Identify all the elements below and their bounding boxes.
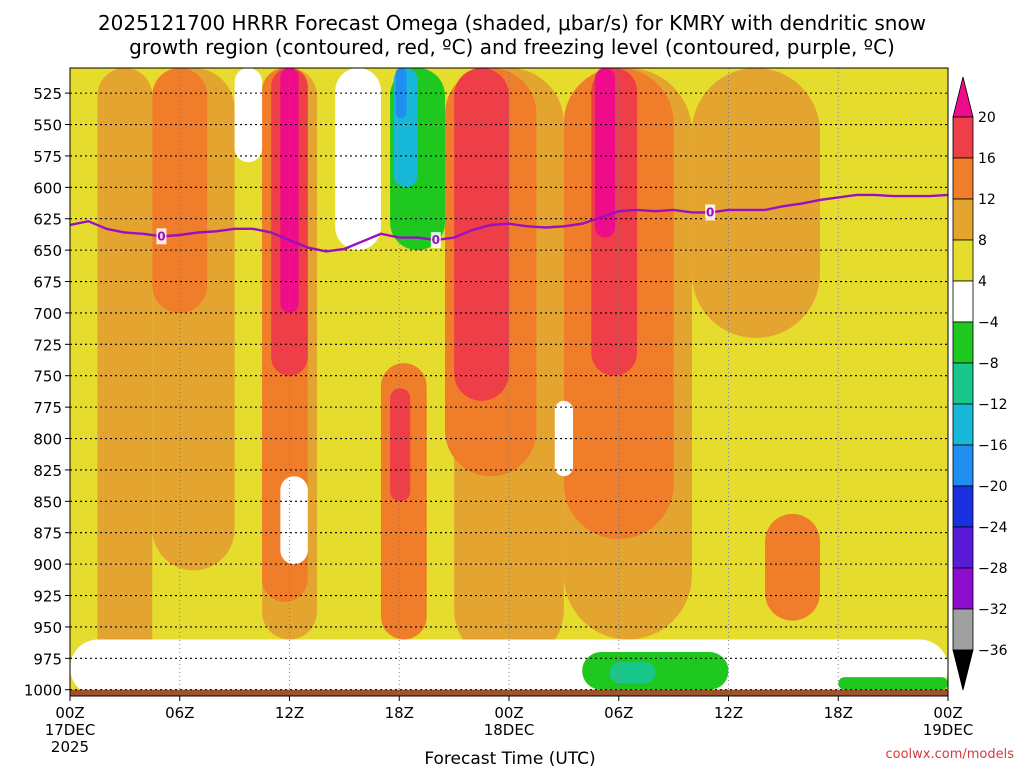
colorbar-label-8: −16	[978, 438, 1008, 454]
x-tick-label-6: 06Z	[165, 704, 194, 722]
y-tick-label-725: 725	[33, 336, 62, 354]
colorbar-bottom-arrow	[952, 649, 974, 691]
colorbar-segment-3	[952, 239, 974, 282]
y-tick-label-650: 650	[33, 242, 62, 260]
x-tick-label-48: 00Z	[933, 704, 962, 722]
colorbar-segment-7	[952, 403, 974, 446]
x-tick-label-12: 12Z	[275, 704, 304, 722]
colorbar-segment-9	[952, 485, 974, 528]
chart-title-line-2: growth region (contoured, red, ºC) and f…	[129, 35, 895, 59]
colorbar-segment-5	[952, 321, 974, 364]
gridlines	[70, 68, 948, 696]
y-tick-label-925: 925	[33, 588, 62, 606]
y-tick-label-550: 550	[33, 117, 62, 135]
colorbar-label-6: −8	[978, 356, 999, 372]
y-tick-label-600: 600	[33, 179, 62, 197]
colorbar-segment-11	[952, 567, 974, 610]
colorbar-segment-12	[952, 608, 974, 651]
x-tick-date-24: 18DEC	[484, 721, 535, 739]
x-tick-label-0: 00Z	[55, 704, 84, 722]
x-tick-year-0: 2025	[51, 738, 89, 756]
x-axis-label: Forecast Time (UTC)	[424, 749, 595, 768]
colorbar-label-9: −20	[978, 479, 1008, 495]
omega-region-warm-band-f	[691, 68, 820, 339]
colorbar-top-arrow	[952, 76, 974, 118]
colorbar: 20 16 12 8 4 −4 −8 −12 −16 −20 −24 −28 −32 −36	[952, 76, 1008, 691]
colorbar-segment-6	[952, 362, 974, 405]
freezing-level-label-2: 0	[706, 205, 714, 219]
colorbar-label-10: −24	[978, 520, 1008, 536]
colorbar-segment-1	[952, 157, 974, 200]
x-tick-label-42: 18Z	[824, 704, 853, 722]
omega-region-surface-cyan	[609, 662, 656, 684]
colorbar-label-13: −36	[978, 643, 1008, 659]
y-tick-label-575: 575	[33, 148, 62, 166]
y-tick-label-900: 900	[33, 556, 62, 574]
freezing-label-bg-2	[705, 204, 716, 221]
freezing-level-line	[70, 193, 948, 253]
omega-region-red-core-2	[390, 388, 411, 502]
y-tick-label-775: 775	[33, 399, 62, 417]
colorbar-label-5: −4	[978, 315, 999, 331]
freezing-level-contour: 0 0 0	[70, 193, 948, 253]
colorbar-label-1: 16	[978, 151, 996, 167]
omega-region-surface-green-east	[838, 677, 948, 690]
colorbar-label-4: 4	[978, 274, 987, 290]
omega-region-orange-core-6	[765, 513, 820, 621]
y-tick-label-950: 950	[33, 619, 62, 637]
colorbar-label-12: −32	[978, 602, 1008, 618]
colorbar-segment-0	[952, 116, 974, 159]
colorbar-segment-10	[952, 526, 974, 569]
x-tick-date-0: 17DEC	[45, 721, 96, 739]
colorbar-label-11: −28	[978, 561, 1008, 577]
omega-region-red-core-3	[454, 68, 509, 401]
credit-text: coolwx.com/models	[885, 747, 1014, 762]
omega-region-white-gap-3	[554, 400, 574, 477]
y-tick-label-825: 825	[33, 462, 62, 480]
colorbar-label-7: −12	[978, 397, 1008, 413]
omega-region-white-gap-1	[234, 68, 263, 163]
colorbar-label-0: 20	[978, 110, 996, 126]
y-tick-label-625: 625	[33, 211, 62, 229]
x-tick-label-36: 12Z	[714, 704, 743, 722]
chart-title-line-1: 2025121700 HRRR Forecast Omega (shaded, …	[98, 11, 926, 35]
omega-shading	[70, 68, 948, 696]
omega-region-surface-green	[582, 652, 729, 690]
y-tick-label-975: 975	[33, 650, 62, 668]
colorbar-segment-2	[952, 198, 974, 241]
x-tick-date-48: 19DEC	[923, 721, 974, 739]
omega-region-near-surface-white	[70, 639, 948, 696]
freezing-label-bg-0	[156, 228, 167, 245]
y-tick-label-675: 675	[33, 274, 62, 292]
freezing-level-label-0: 0	[157, 229, 165, 243]
y-axis: 525 550 575 600 625 650 675 700 725 750 775 800 825 8…	[24, 85, 70, 700]
y-tick-label-875: 875	[33, 525, 62, 543]
colorbar-segment-4	[952, 280, 974, 323]
freezing-level-label-1: 0	[432, 233, 440, 247]
omega-region-magenta-core-2	[594, 68, 616, 238]
omega-region-orange-core-1	[152, 68, 208, 313]
colorbar-label-3: 8	[978, 233, 987, 249]
x-tick-label-30: 06Z	[604, 704, 633, 722]
y-tick-label-750: 750	[33, 368, 62, 386]
omega-region-white-gap-4	[280, 476, 308, 565]
freezing-label-bg-1	[430, 232, 441, 249]
y-tick-label-525: 525	[33, 85, 62, 103]
y-tick-label-700: 700	[33, 305, 62, 323]
y-tick-label-1000: 1000	[24, 682, 62, 700]
y-tick-label-850: 850	[33, 493, 62, 511]
x-tick-label-24: 00Z	[494, 704, 523, 722]
omega-region-warm-band-a	[97, 68, 153, 690]
colorbar-segment-8	[952, 444, 974, 487]
colorbar-label-2: 12	[978, 192, 996, 208]
x-tick-label-18: 18Z	[385, 704, 414, 722]
omega-region-white-gap-2	[335, 68, 381, 251]
y-tick-label-800: 800	[33, 431, 62, 449]
omega-region-magenta-core-1	[280, 68, 299, 313]
